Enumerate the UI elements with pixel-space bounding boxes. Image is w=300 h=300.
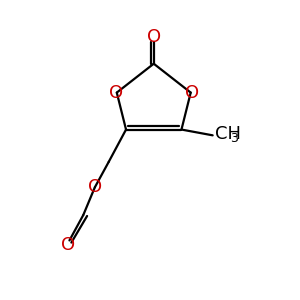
Text: O: O	[61, 236, 75, 254]
Text: 3: 3	[230, 132, 238, 145]
Text: CH: CH	[215, 125, 242, 143]
Text: O: O	[109, 84, 123, 102]
Text: O: O	[185, 84, 199, 102]
Text: O: O	[147, 28, 161, 46]
Text: O: O	[88, 178, 102, 196]
